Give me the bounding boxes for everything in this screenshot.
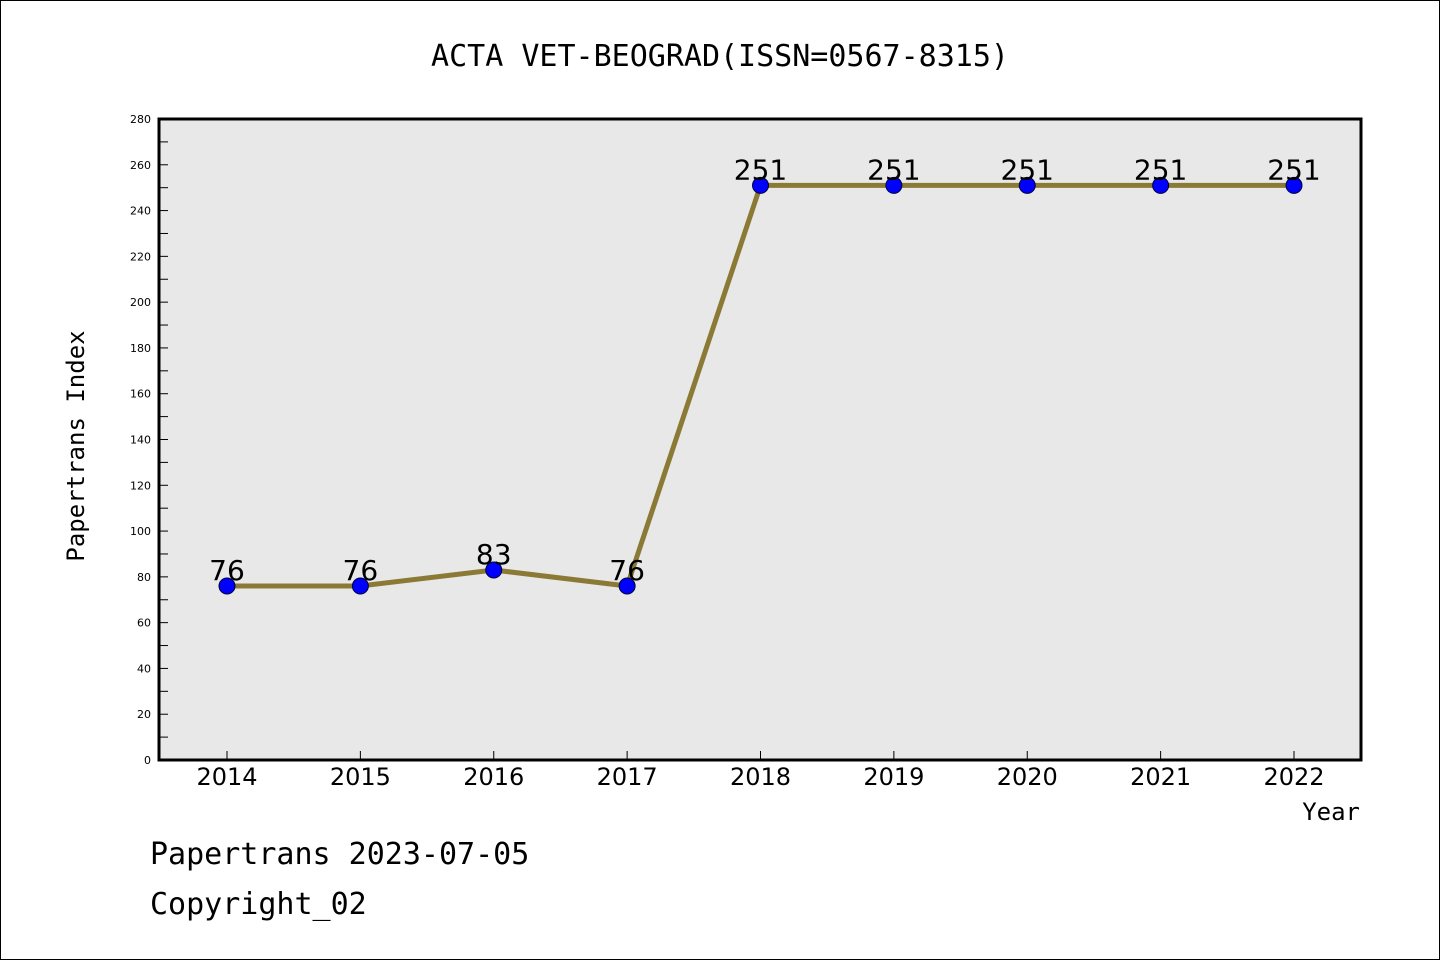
y-tick-label: 280 xyxy=(130,113,151,126)
y-tick-label: 140 xyxy=(130,434,151,447)
y-tick-label: 200 xyxy=(130,296,151,309)
data-label: 76 xyxy=(209,554,245,587)
data-label: 76 xyxy=(609,554,645,587)
y-tick-label: 20 xyxy=(137,708,151,721)
data-point xyxy=(1018,176,1036,194)
y-tick-label: 40 xyxy=(137,662,151,675)
footer-copyright: Copyright_02 xyxy=(150,887,367,922)
y-tick-label: 260 xyxy=(130,159,151,172)
x-tick-label: 2014 xyxy=(196,763,257,791)
data-label: 251 xyxy=(867,153,920,186)
data-label: 83 xyxy=(476,538,512,571)
data-point xyxy=(1285,176,1303,194)
x-tick-label: 2015 xyxy=(330,763,391,791)
data-label: 251 xyxy=(1267,153,1320,186)
y-axis: 0 20 40 60 80 100 120 140 160 180 200 220 240 260 280 xyxy=(130,113,168,767)
y-tick-label: 180 xyxy=(130,342,151,355)
x-axis-label: Year xyxy=(1302,798,1360,826)
y-tick-label: 100 xyxy=(130,525,151,538)
plot-area xyxy=(157,117,1363,762)
x-axis: 2014 2015 2016 2017 2018 2019 2020 2021 2022 xyxy=(196,751,1325,791)
data-point xyxy=(485,561,503,579)
data-label: 251 xyxy=(1134,153,1187,186)
data-label: 76 xyxy=(343,554,379,587)
y-tick-label: 120 xyxy=(130,479,151,492)
data-point xyxy=(885,176,903,194)
y-tick-label: 60 xyxy=(137,617,151,630)
data-point xyxy=(218,577,236,595)
x-tick-label: 2019 xyxy=(863,763,924,791)
data-label: 251 xyxy=(1001,153,1054,186)
footer-date: Papertrans 2023-07-05 xyxy=(150,837,529,872)
x-tick-label: 2020 xyxy=(997,763,1058,791)
y-tick-label: 160 xyxy=(130,388,151,401)
y-tick-label: 80 xyxy=(137,571,151,584)
y-tick-label: 220 xyxy=(130,250,151,263)
chart-title: ACTA VET-BEOGRAD(ISSN=0567-8315) xyxy=(431,39,1009,74)
x-tick-label: 2017 xyxy=(597,763,658,791)
data-point xyxy=(351,577,369,595)
y-tick-label: 0 xyxy=(144,754,151,767)
data-label: 251 xyxy=(734,153,787,186)
data-point xyxy=(1152,176,1170,194)
y-tick-label: 240 xyxy=(130,205,151,218)
x-tick-label: 2021 xyxy=(1130,763,1191,791)
data-point xyxy=(618,577,636,595)
x-tick-label: 2022 xyxy=(1263,763,1324,791)
series-papertrans-index: 76 76 83 76 251 251 251 251 251 xyxy=(209,153,1321,595)
y-axis-label: Papertrans Index xyxy=(62,330,90,561)
data-point xyxy=(752,176,769,194)
x-tick-label: 2016 xyxy=(463,763,524,791)
x-tick-label: 2018 xyxy=(730,763,791,791)
